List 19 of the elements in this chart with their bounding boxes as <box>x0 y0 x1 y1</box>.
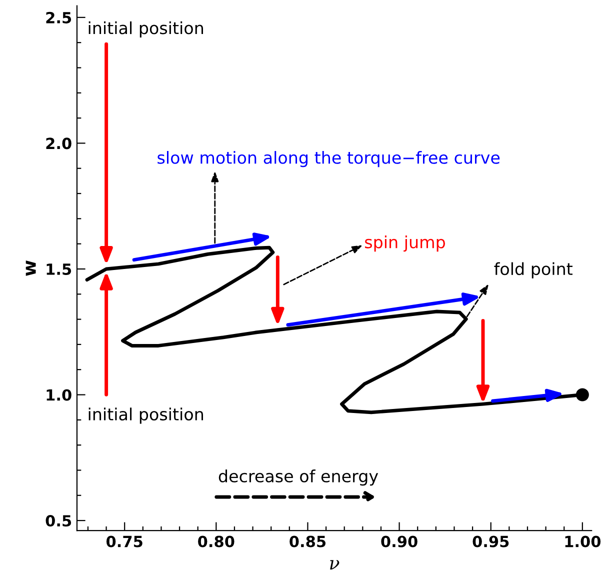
x-tick-label: 0.95 <box>472 536 509 548</box>
y-axis-title: w <box>26 260 36 276</box>
annotation: initial position <box>88 21 203 38</box>
annotation: decrease of energy <box>218 470 378 486</box>
x-tick-label: 0.75 <box>106 536 142 548</box>
x-tick-label: 0.90 <box>381 536 418 548</box>
y-tick-label: 2.5 <box>46 12 72 24</box>
annotation: slow motion along the torque−free curve <box>158 151 500 168</box>
y-tick-label: 0.5 <box>46 515 72 527</box>
annotation: spin jump <box>365 235 445 252</box>
x-axis-title: ν <box>330 560 340 570</box>
x-tick-label: 1.00 <box>565 536 601 548</box>
y-tick-label: 1.0 <box>46 389 72 401</box>
x-tick-label: 0.85 <box>290 536 326 548</box>
y-tick-label: 1.5 <box>46 264 72 275</box>
x-tick-label: 0.80 <box>198 536 234 548</box>
annotation: initial position <box>88 408 203 424</box>
annotation: fold point <box>494 262 572 278</box>
y-tick-label: 2.0 <box>46 138 72 150</box>
